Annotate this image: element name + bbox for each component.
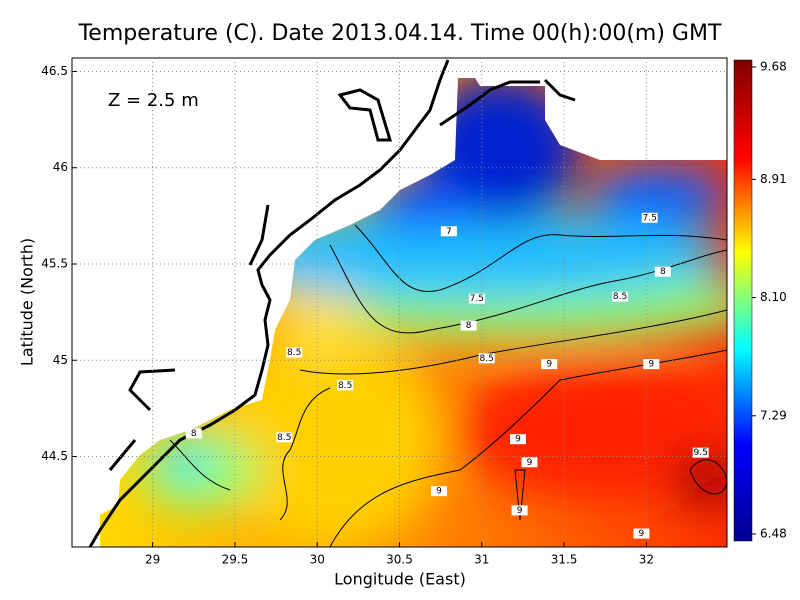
contour-label: 8.5 [613, 292, 627, 302]
y-tick-label: 44.5 [41, 449, 68, 463]
contour-label-bg [641, 212, 658, 223]
contour-label-bg [654, 266, 671, 277]
contour-label-bg [541, 359, 558, 370]
y-tick-label: 46 [53, 160, 68, 174]
x-tick-label: 30 [310, 553, 325, 567]
y-axis-label: Latitude (North) [18, 238, 37, 366]
contour-label: 9 [546, 360, 552, 370]
contour-label: 9 [527, 458, 533, 468]
contour-label-bg [511, 505, 528, 516]
x-tick-label: 31 [474, 553, 489, 567]
contour-label: 8.5 [338, 381, 352, 391]
y-tick-label: 45 [53, 353, 68, 367]
contour-label-bg [276, 432, 293, 443]
contour-label-bg [478, 353, 495, 364]
x-axis-label: Longitude (East) [334, 570, 466, 589]
colorbar-tick-label: 7.29 [760, 408, 787, 422]
contour-label-bg [460, 320, 477, 331]
title: Temperature (C). Date 2013.04.14. Time 0… [78, 21, 722, 46]
contour-label-bg [692, 447, 709, 458]
contour-label: 8.5 [277, 433, 291, 443]
contour-label: 8 [660, 267, 666, 277]
contour-label: 8 [191, 429, 197, 439]
contour-label: 8.5 [480, 354, 494, 364]
x-tick-label: 29 [145, 553, 160, 567]
y-tick-label: 46.5 [41, 64, 68, 78]
contour-label: 9 [639, 529, 645, 539]
contour-label: 7.5 [470, 294, 484, 304]
y-tick-label: 45.5 [41, 256, 68, 270]
contour-label: 9 [517, 506, 523, 516]
x-tick-label: 31.5 [551, 553, 578, 567]
contour-label: 9 [515, 435, 521, 445]
contour-label: 9 [436, 487, 442, 497]
contour-label: 8 [466, 321, 472, 331]
contour-label-bg [337, 380, 354, 391]
contour-label-bg [612, 291, 629, 302]
contour-label: 9.5 [694, 448, 708, 458]
contour-label: 9 [648, 360, 654, 370]
coastline [88, 59, 576, 548]
contour-label-bg [286, 347, 303, 358]
contour-label-bg [521, 457, 538, 468]
contour-label-bg [468, 293, 485, 304]
colorbar-tick-label: 8.91 [760, 172, 787, 186]
colorbar-tick-label: 6.48 [760, 527, 787, 541]
contour-label-bg [633, 528, 650, 539]
colorbar-tick-label: 9.68 [760, 60, 787, 74]
contour-label-bg [509, 434, 526, 445]
colorbar-tick-label: 8.10 [760, 290, 787, 304]
x-tick-label: 30.5 [386, 553, 413, 567]
contour-label: 7.5 [642, 213, 656, 223]
contour-label: 7 [446, 227, 452, 237]
depth-annotation: Z = 2.5 m [108, 90, 199, 111]
contour-label-bg [440, 226, 457, 237]
contour-label: 8.5 [287, 348, 301, 358]
contour-label-bg [643, 359, 660, 370]
colorbar [733, 59, 753, 542]
x-tick-label: 29.5 [222, 553, 249, 567]
contour-label-bg [430, 486, 447, 497]
x-tick-label: 32 [639, 553, 654, 567]
contour-label-bg [185, 428, 202, 439]
